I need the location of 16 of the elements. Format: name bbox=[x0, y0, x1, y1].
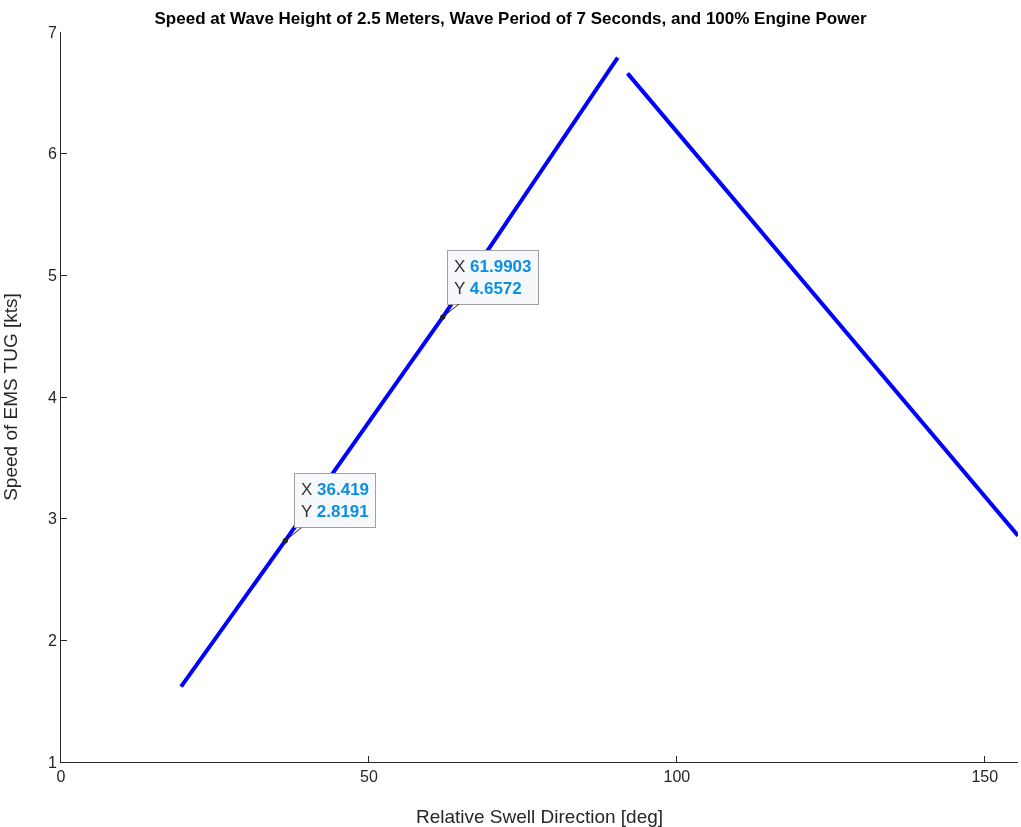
y-tick-label: 1 bbox=[47, 753, 57, 771]
y-tick-label: 3 bbox=[47, 510, 57, 528]
y-tick-label: 2 bbox=[47, 631, 57, 649]
y-axis-title: Speed of EMS TUG [kts] bbox=[0, 293, 21, 501]
x-tick-label: 50 bbox=[360, 768, 378, 786]
x-tick-label: 100 bbox=[663, 768, 691, 786]
x-axis-title: Relative Swell Direction [deg] bbox=[415, 806, 664, 827]
x-tick-label: 150 bbox=[971, 768, 999, 786]
chart-title: Speed at Wave Height of 2.5 Meters, Wave Period of 7 Seconds, and 100% Engine Power bbox=[154, 9, 867, 29]
y-tick-label: 7 bbox=[47, 23, 57, 41]
y-tick-label: 6 bbox=[47, 145, 57, 163]
annotation: X 61.9903 Y 4.6572 bbox=[454, 257, 532, 299]
annotation: X 36.419 Y 2.8191 bbox=[301, 480, 370, 522]
y-tick-label: 5 bbox=[47, 266, 57, 284]
x-tick-label: 0 bbox=[56, 768, 66, 786]
y-tick-label: 4 bbox=[47, 388, 57, 406]
